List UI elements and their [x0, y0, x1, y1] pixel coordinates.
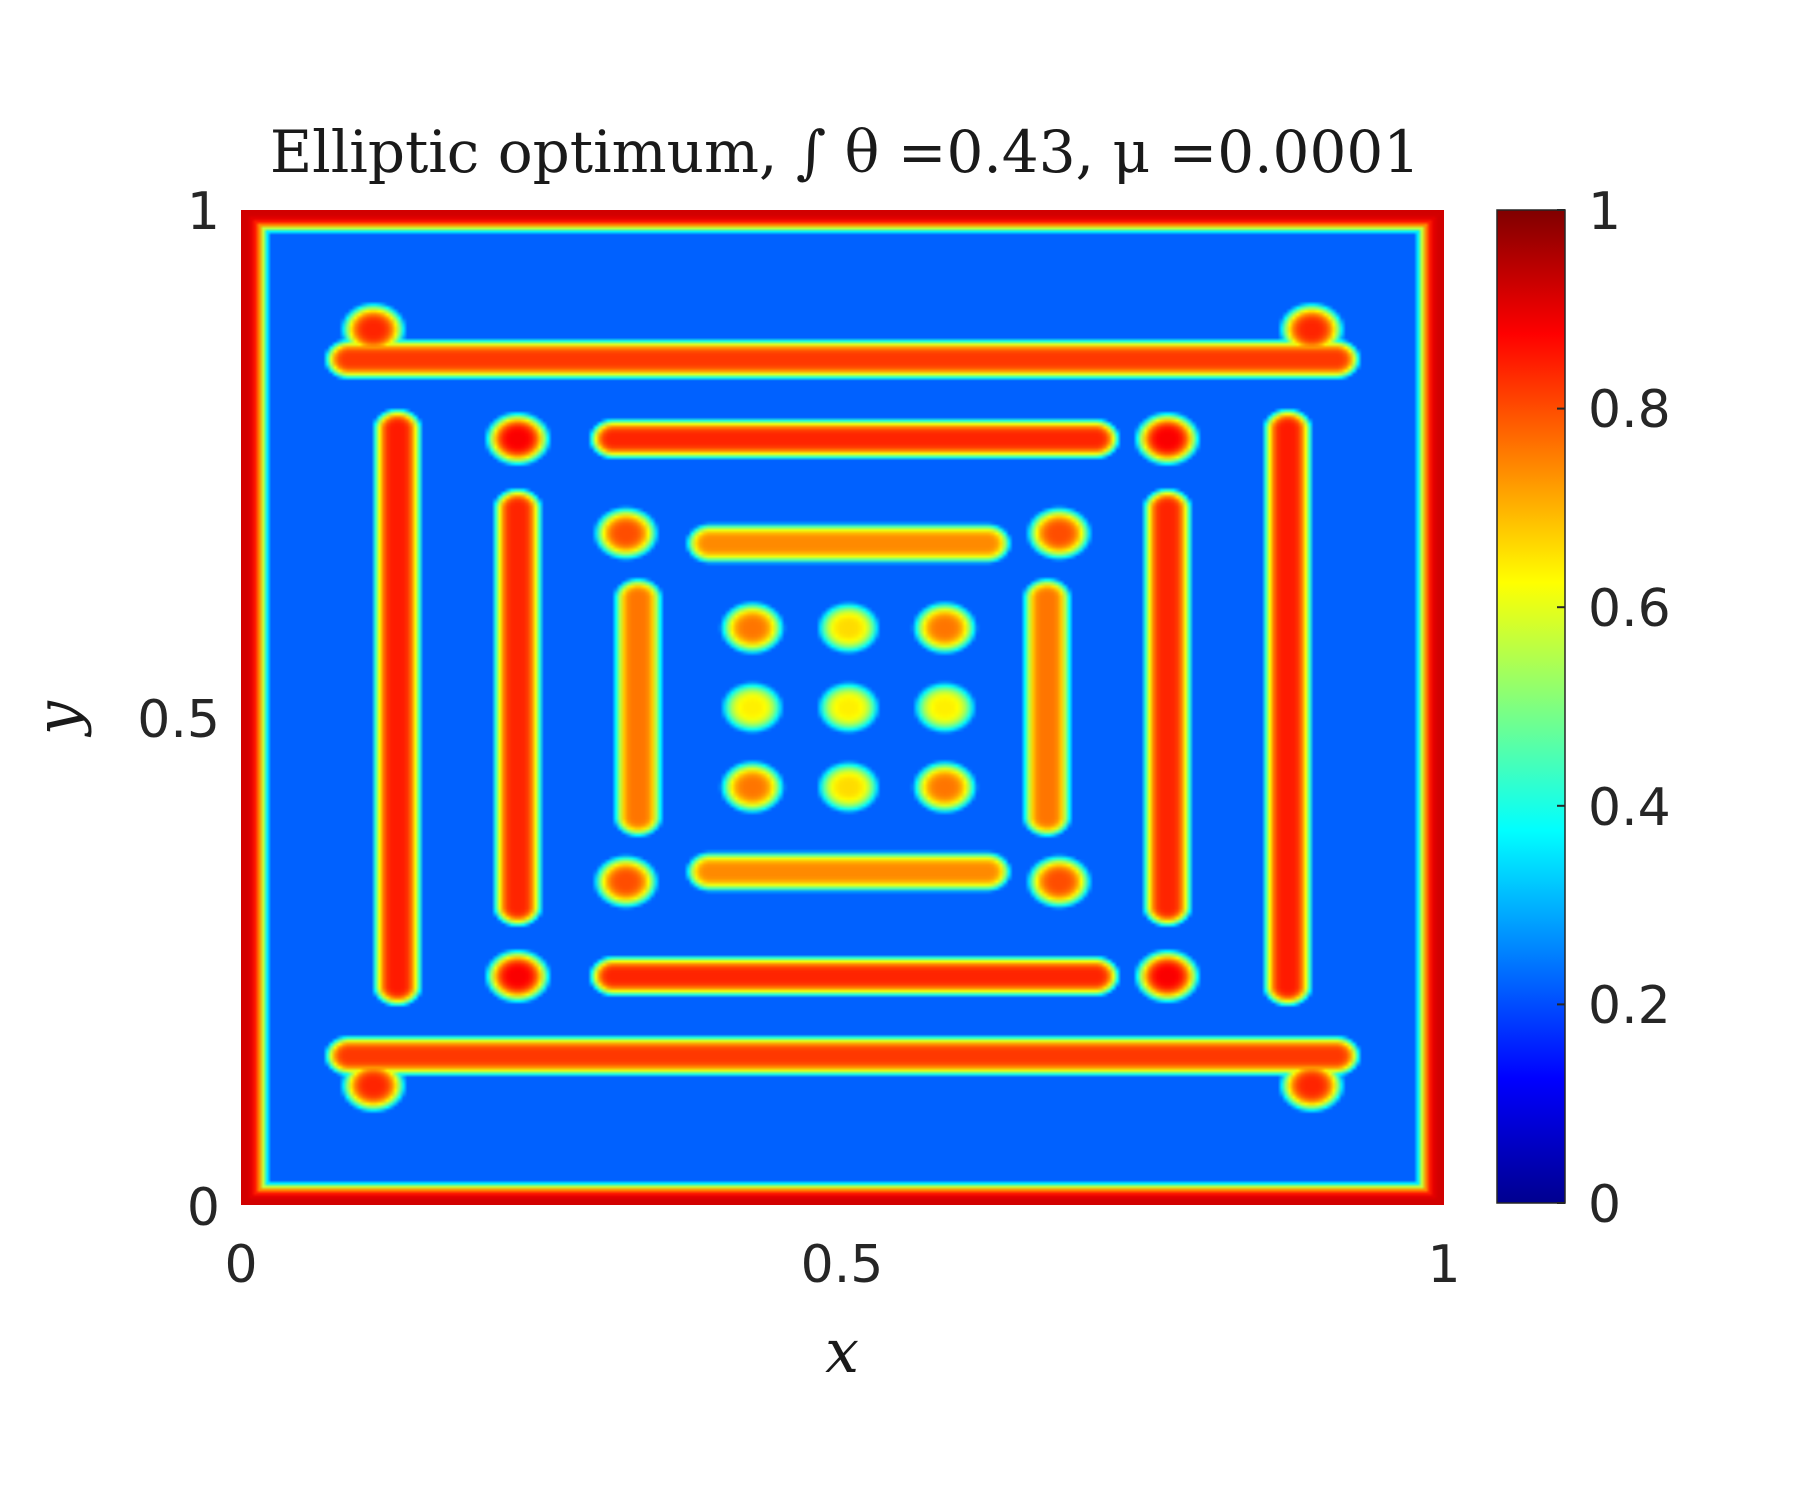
x-tick-label: 0.5	[801, 1235, 884, 1295]
colorbar: 0 0.2 0.4 0.6 0.8 1	[1496, 182, 1671, 1235]
colorbar-tick-label: 0.4	[1588, 778, 1671, 838]
colorbar-ticks	[1557, 209, 1565, 1204]
colorbar-tick-label: 0.2	[1588, 976, 1671, 1036]
colorbar-tick-label: 0	[1588, 1175, 1621, 1235]
x-axis: 0 0.5 1 x	[224, 1235, 1460, 1387]
y-tick-label: 1	[187, 182, 220, 242]
colorbar-tick-label: 1	[1588, 182, 1621, 242]
y-axis: 0 0.5 1 y	[23, 182, 220, 1238]
x-tick-label: 0	[224, 1235, 257, 1295]
chart-title: Elliptic optimum, ∫ θ =0.43, μ =0.0001	[270, 118, 1420, 186]
y-tick-label: 0	[187, 1178, 220, 1238]
plot-area	[241, 210, 1444, 1205]
colorbar-tick-label: 0.8	[1588, 380, 1671, 440]
x-axis-label: x	[825, 1317, 859, 1387]
y-axis-label: y	[23, 700, 93, 738]
heatmap-image	[241, 210, 1444, 1205]
colorbar-gradient	[1496, 209, 1566, 1204]
x-tick-label: 1	[1427, 1235, 1460, 1295]
y-tick-label: 0.5	[137, 690, 220, 750]
colorbar-tick-label: 0.6	[1588, 579, 1671, 639]
